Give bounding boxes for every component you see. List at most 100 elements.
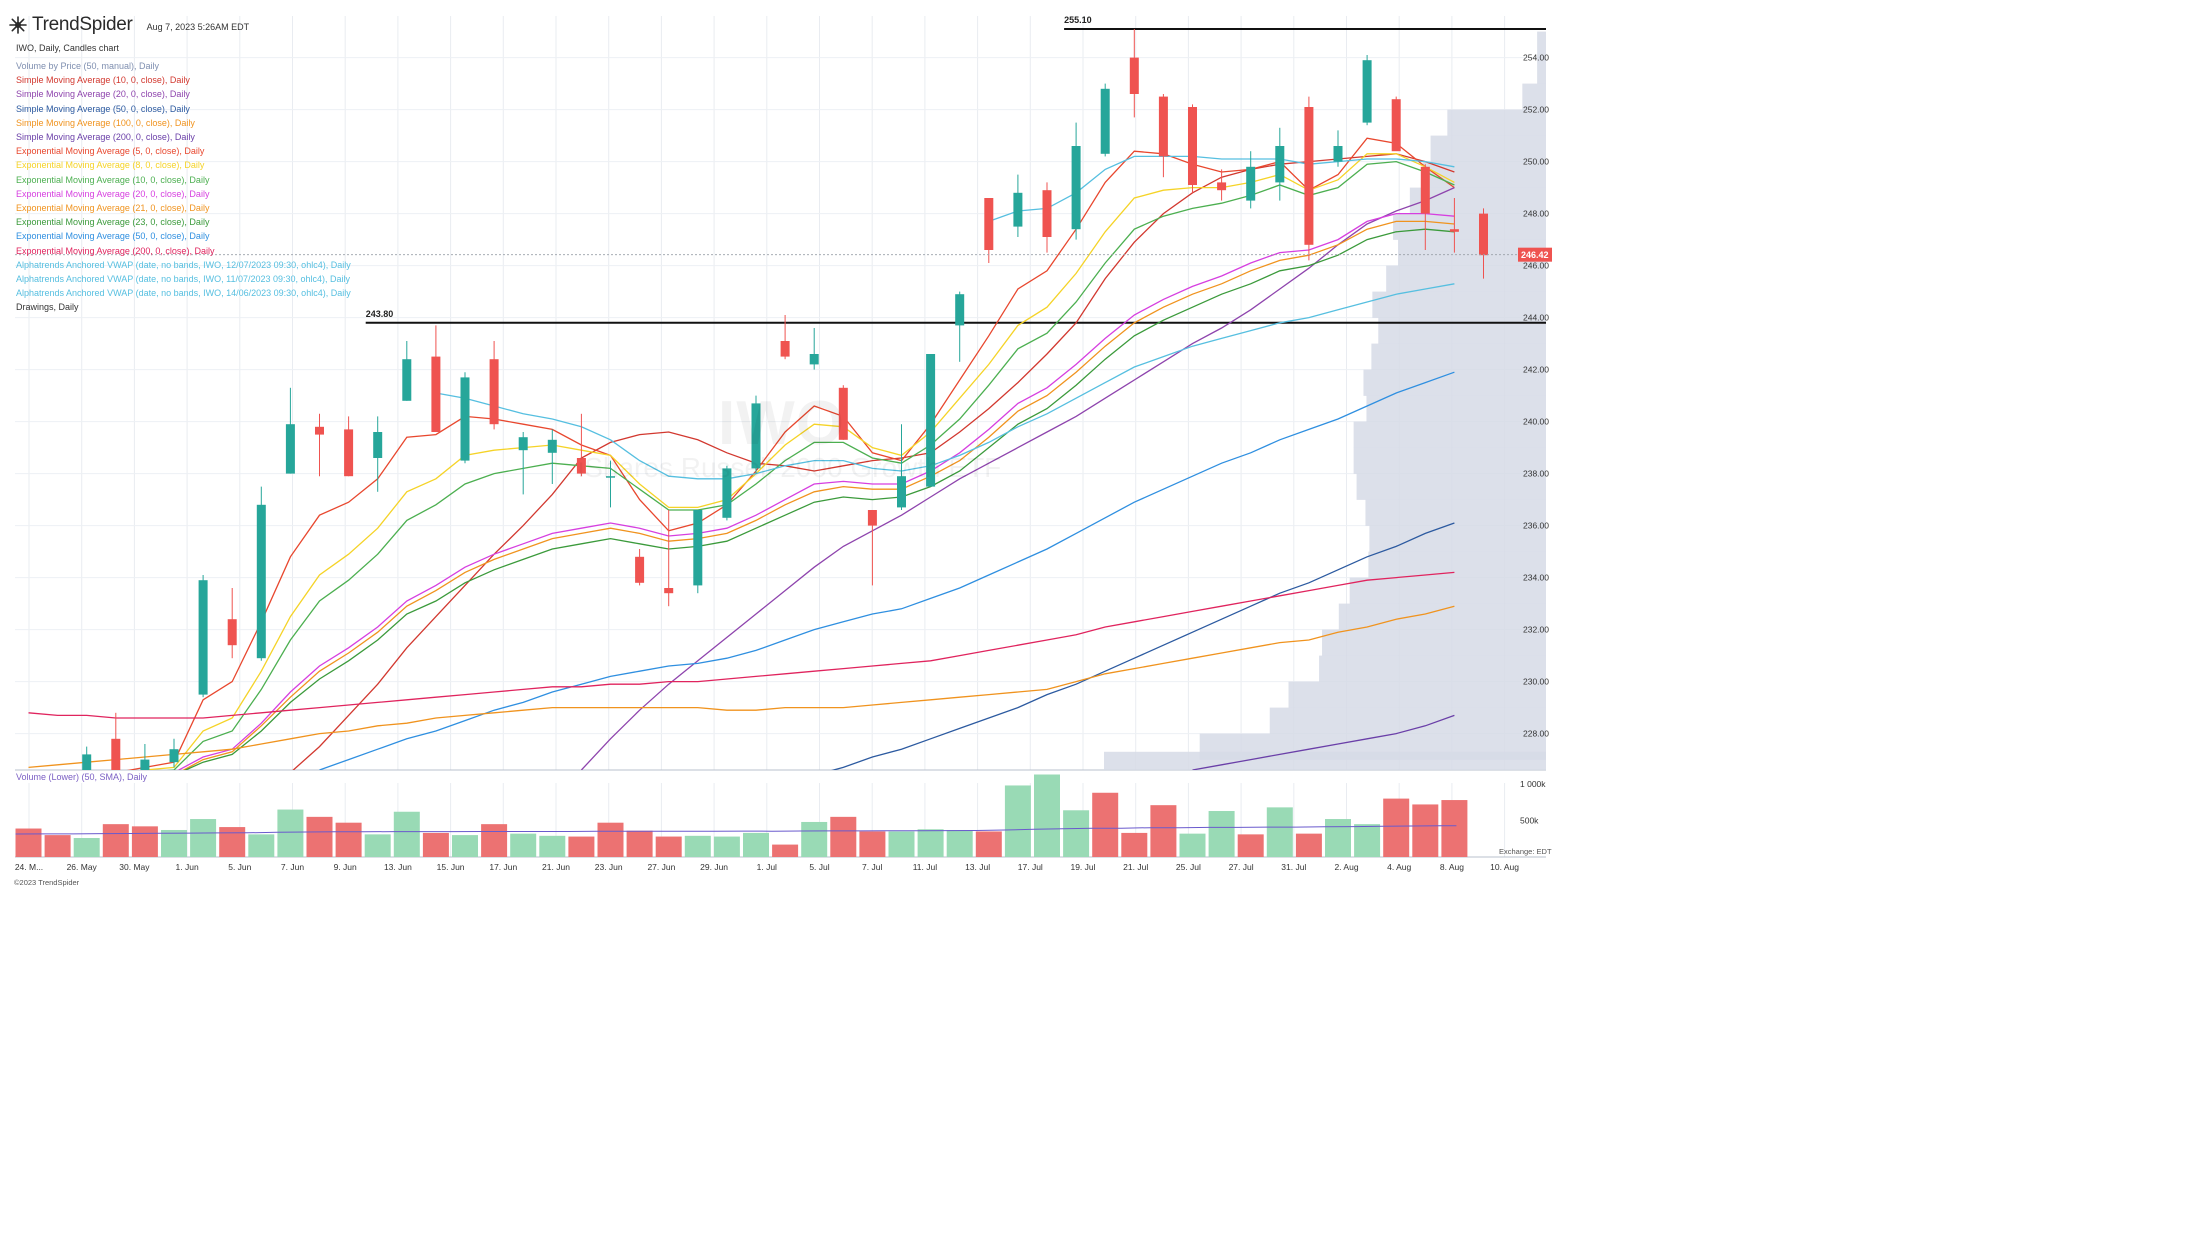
indicator-legend-item[interactable]: Exponential Moving Average (23, 0, close… <box>16 217 210 228</box>
ma-line <box>292 153 1455 770</box>
vbp-bar <box>1288 681 1546 708</box>
vbp-bar <box>1537 57 1546 84</box>
candle-body <box>955 294 965 326</box>
date-axis[interactable]: 24. M... 26. May 30. May 1. Jun 5. Jun 7. Jun… <box>15 862 1519 872</box>
x-tick-label: 17. Jun <box>489 862 517 872</box>
vbp-bar <box>1537 31 1546 58</box>
indicator-legend-item[interactable]: Alphatrends Anchored VWAP (date, no band… <box>16 288 351 299</box>
volume-bar <box>859 831 886 857</box>
indicator-legend-item[interactable]: Alphatrends Anchored VWAP (date, no band… <box>16 259 351 270</box>
indicator-legend-item[interactable]: Simple Moving Average (50, 0, close), Da… <box>16 103 190 114</box>
volume-bar <box>190 819 217 857</box>
candle-body <box>1479 213 1488 256</box>
indicator-legend-item[interactable]: Alphatrends Anchored VWAP (date, no band… <box>16 274 351 284</box>
volume-bar <box>626 830 653 857</box>
candle-body <box>809 354 819 365</box>
candle-body <box>140 759 150 770</box>
volume-bar <box>568 836 595 857</box>
volume-bar <box>830 816 857 857</box>
volume-bar <box>743 832 769 857</box>
volume-bar <box>73 838 100 857</box>
volume-bar <box>975 831 1002 857</box>
candle-body <box>1188 107 1197 185</box>
candle-body <box>984 198 994 250</box>
indicator-legend-item[interactable]: Exponential Moving Average (10, 0, close… <box>16 174 210 185</box>
y-tick-label: 232.00 <box>1523 625 1549 635</box>
candle-body <box>431 356 441 432</box>
volume-bar <box>713 836 740 857</box>
candle-body <box>693 510 703 586</box>
vbp-bar <box>1393 213 1546 240</box>
y-tick-label: 234.00 <box>1523 573 1549 583</box>
volume-bar <box>277 809 304 857</box>
indicator-legend-item[interactable]: Volume by Price (50, manual), Daily <box>16 61 160 71</box>
volume-bar <box>1237 834 1264 857</box>
vbp-bar <box>1386 265 1546 292</box>
candle-body <box>1420 166 1430 214</box>
candle-body <box>1158 96 1168 157</box>
ma-line <box>988 155 1455 223</box>
volume-bar <box>452 835 478 857</box>
candle-body <box>780 341 790 357</box>
vbp-bar <box>1269 707 1546 734</box>
watermark-symbol: IWO <box>718 389 845 458</box>
volume-bar <box>102 824 129 857</box>
indicator-legend-item[interactable]: Simple Moving Average (10, 0, close), Da… <box>16 75 190 86</box>
volume-bar <box>917 829 944 857</box>
last-price-label: 246.42 <box>1521 250 1549 260</box>
y-tick-label: 236.00 <box>1523 521 1549 531</box>
candle-body <box>1304 107 1314 245</box>
indicator-legend-item[interactable]: Exponential Moving Average (21, 0, close… <box>16 203 210 213</box>
indicator-legend-item[interactable]: Exponential Moving Average (5, 0, close)… <box>16 146 205 157</box>
vbp-bar <box>1356 473 1546 500</box>
trendspider-logo-icon <box>9 16 27 34</box>
volume-bar <box>1004 785 1031 857</box>
x-tick-label: 13. Jul <box>965 862 990 872</box>
ma-line <box>435 283 1455 480</box>
vbp-bar <box>1322 629 1546 656</box>
candle-body <box>751 403 761 469</box>
candle-body <box>664 588 674 594</box>
candle-body <box>897 476 906 508</box>
volume-bar <box>1325 819 1351 857</box>
volume-bar <box>335 822 362 857</box>
volume-bar <box>1034 774 1060 857</box>
x-tick-label: 21. Jul <box>1123 862 1148 872</box>
indicator-legend-item[interactable]: Exponential Moving Average (20, 0, close… <box>16 188 210 199</box>
x-tick-label: 29. Jun <box>700 862 728 872</box>
copyright: ©2023 TrendSpider <box>14 878 80 887</box>
x-tick-label: 11. Jul <box>913 862 938 872</box>
indicator-legend-item[interactable]: Exponential Moving Average (200, 0, clos… <box>16 245 215 256</box>
indicator-legend-item[interactable]: Drawings, Daily <box>16 302 79 313</box>
price-chart[interactable]: 255.10 243.80 228.00 230.00 232.00 234.00 236… <box>0 0 1568 890</box>
volume-bar <box>684 835 711 857</box>
volume-bar <box>597 822 624 857</box>
candle-body <box>489 359 499 425</box>
last-price-tag <box>1518 247 1552 262</box>
y-tick-label: 254.00 <box>1523 53 1549 63</box>
volume-indicator-label[interactable]: Volume (Lower) (50, SMA), Daily <box>16 772 148 782</box>
y-tick-label: 228.00 <box>1523 729 1549 739</box>
candle-body <box>344 429 354 477</box>
vbp-bar <box>1430 135 1546 162</box>
x-tick-label: 19. Jul <box>1070 862 1095 872</box>
indicator-legend-item[interactable]: Exponential Moving Average (50, 0, close… <box>16 231 210 242</box>
vbp-bar <box>1447 109 1546 136</box>
candle-body <box>867 510 877 526</box>
brand: TrendSpider Aug 7, 2023 5:26AM EDT <box>8 14 249 36</box>
candle-body <box>1042 190 1052 237</box>
indicator-legend-item[interactable]: Exponential Moving Average (8, 0, close)… <box>16 160 205 171</box>
volume-bar <box>481 824 508 857</box>
candle-body <box>460 377 470 461</box>
indicator-legend-item[interactable]: Simple Moving Average (20, 0, close), Da… <box>16 89 190 100</box>
indicator-legend-item[interactable]: Simple Moving Average (100, 0, close), D… <box>16 117 195 128</box>
volume-bar <box>131 826 158 857</box>
volume-bar <box>1092 792 1119 857</box>
candle-body <box>373 432 383 458</box>
indicator-legend-item[interactable]: Simple Moving Average (200, 0, close), D… <box>16 132 195 142</box>
vbp-bar <box>1371 343 1546 370</box>
vbp-bar <box>1349 577 1546 604</box>
price-axis[interactable]: 228.00 230.00 232.00 234.00 236.00 238.00 240.… <box>15 53 1552 739</box>
ma-line <box>166 160 1455 770</box>
vbp-bar <box>1353 447 1546 474</box>
